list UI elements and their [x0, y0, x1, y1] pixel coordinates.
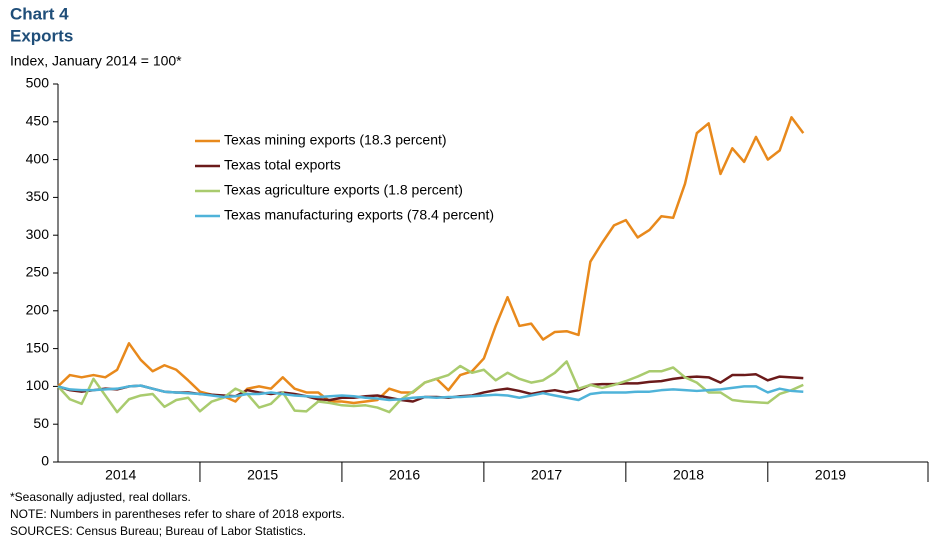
y-tick-label: 400: [26, 150, 50, 166]
y-tick-label: 450: [26, 113, 50, 129]
x-tick-label: 2014: [105, 467, 136, 483]
y-tick-label: 300: [26, 226, 50, 242]
y-tick-label: 250: [26, 264, 50, 280]
series-line: [57, 116, 805, 405]
legend-label: Texas total exports: [224, 157, 341, 173]
x-tick-label: 2016: [389, 467, 420, 483]
chart-title: Chart 4: [10, 4, 69, 23]
series-line: [57, 360, 804, 414]
footnote: *Seasonally adjusted, real dollars.: [10, 490, 191, 504]
x-tick-label: 2018: [673, 467, 704, 483]
x-tick-label: 2019: [815, 467, 846, 483]
x-tick-label: 2015: [247, 467, 278, 483]
y-tick-label: 500: [26, 75, 50, 91]
y-axis-label: Index, January 2014 = 100*: [10, 53, 182, 69]
y-tick-label: 150: [26, 339, 50, 355]
footnote: SOURCES: Census Bureau; Bureau of Labor …: [10, 524, 306, 538]
series-line: [57, 384, 804, 402]
y-tick-label: 100: [26, 377, 50, 393]
legend-label: Texas mining exports (18.3 percent): [224, 132, 447, 148]
chart-subtitle: Exports: [10, 26, 73, 45]
y-tick-label: 0: [41, 453, 49, 469]
y-tick-label: 350: [26, 188, 50, 204]
y-tick-label: 200: [26, 302, 50, 318]
legend-label: Texas manufacturing exports (78.4 percen…: [224, 207, 494, 223]
footnote: NOTE: Numbers in parentheses refer to sh…: [10, 507, 345, 521]
legend-label: Texas agriculture exports (1.8 percent): [224, 182, 463, 198]
x-tick-label: 2017: [531, 467, 562, 483]
y-tick-label: 50: [33, 415, 49, 431]
